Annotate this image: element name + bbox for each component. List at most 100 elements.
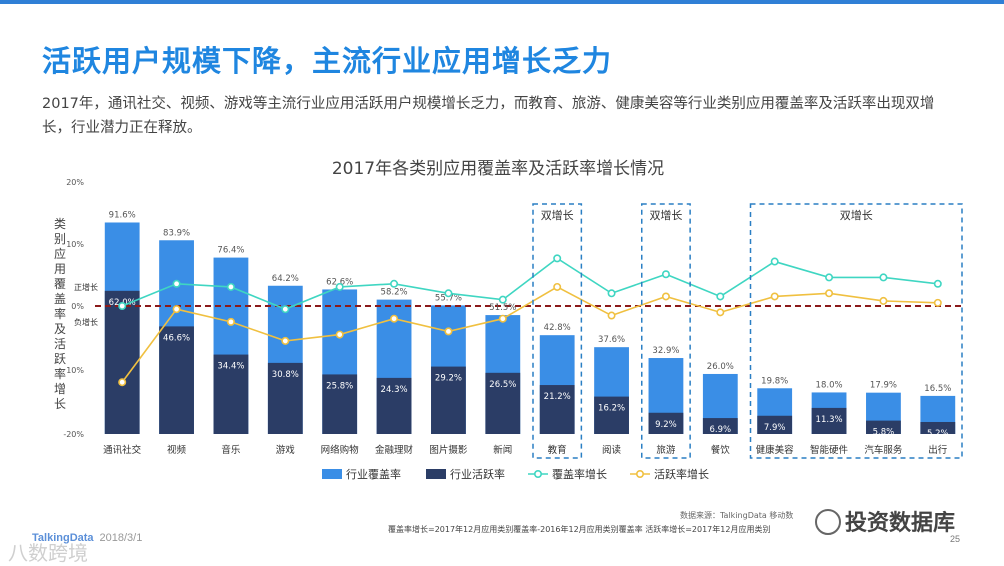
- y-tick-label: -20%: [63, 430, 84, 439]
- wechat-icon: [815, 509, 841, 535]
- x-category-label: 出行: [928, 444, 948, 456]
- coverage-growth-point: [879, 273, 888, 282]
- activity-value-label: 30.8%: [272, 370, 299, 380]
- x-category-label: 教育: [548, 444, 567, 456]
- coverage-growth-point: [498, 295, 507, 304]
- y-axis-title-char: 别: [54, 232, 66, 246]
- activity-value-label: 34.4%: [217, 362, 244, 372]
- activity-growth-point: [770, 292, 779, 301]
- activity-growth-point: [390, 314, 399, 323]
- y-tick-label: 0%: [71, 302, 84, 311]
- x-category-label: 图片摄影: [429, 444, 468, 456]
- activity-bar: [431, 366, 466, 434]
- coverage-value-label: 42.8%: [544, 323, 571, 333]
- x-category-label: 餐饮: [711, 444, 731, 456]
- activity-growth-point: [172, 305, 181, 314]
- activity-growth-point: [498, 314, 507, 323]
- x-category-label: 视频: [167, 444, 187, 456]
- coverage-value-label: 64.2%: [272, 274, 299, 284]
- coverage-value-label: 62.6%: [326, 277, 353, 287]
- coverage-growth-point: [444, 289, 453, 298]
- activity-value-label: 11.3%: [816, 415, 843, 425]
- x-category-label: 音乐: [221, 444, 241, 456]
- coverage-growth-point: [770, 257, 779, 266]
- activity-growth-line: [121, 286, 938, 383]
- legend-label: 行业覆盖率: [346, 467, 401, 481]
- zero-label-negative: 负增长: [74, 317, 98, 327]
- activity-bar: [539, 385, 575, 434]
- watermark-right: 投资数据库: [815, 505, 955, 537]
- legend-swatch: [426, 469, 446, 479]
- coverage-value-label: 55.7%: [435, 293, 462, 303]
- activity-value-label: 9.2%: [655, 420, 677, 430]
- x-category-label: 游戏: [276, 444, 296, 456]
- double-growth-box: [641, 203, 691, 459]
- y-axis-title-char: 类: [54, 217, 66, 231]
- x-category-label: 智能硬件: [810, 444, 849, 456]
- coverage-growth-point: [281, 305, 290, 314]
- y-axis-title-char: 跃: [54, 352, 66, 366]
- activity-value-label: 26.5%: [489, 380, 516, 390]
- y-axis-title-char: 及: [54, 322, 66, 336]
- coverage-value-label: 32.9%: [652, 346, 679, 356]
- legend-marker: [635, 469, 644, 478]
- legend-marker: [533, 469, 542, 478]
- legend-swatch: [322, 469, 342, 479]
- activity-value-label: 5.2%: [927, 429, 949, 439]
- watermark-left: 八数跨境: [8, 541, 88, 565]
- y-axis-title-char: 活: [54, 337, 66, 351]
- page-title: 活跃用户规模下降，主流行业应用增长乏力: [42, 44, 613, 78]
- y-axis-title-char: 增: [54, 382, 66, 396]
- formula-note: 覆盖率增长=2017年12月应用类别覆盖率-2016年12月应用类别覆盖率 活跃…: [388, 525, 771, 534]
- coverage-value-label: 51.5%: [489, 303, 516, 313]
- double-growth-label: 双增长: [649, 208, 682, 222]
- activity-bar: [376, 377, 412, 434]
- activity-value-label: 29.2%: [435, 374, 462, 384]
- activity-value-label: 25.8%: [326, 381, 353, 391]
- activity-bar: [159, 326, 194, 434]
- activity-growth-point: [607, 311, 616, 320]
- coverage-value-label: 18.0%: [816, 380, 843, 390]
- activity-bar: [702, 418, 738, 434]
- activity-growth-point: [716, 308, 725, 317]
- footer-date: 2018/3/1: [99, 532, 143, 544]
- coverage-value-label: 58.2%: [381, 288, 408, 298]
- chart-title: 2017年各类别应用覆盖率及活跃率增长情况: [332, 159, 664, 179]
- y-tick-label: 10%: [66, 240, 84, 249]
- activity-growth-point: [661, 292, 670, 301]
- x-category-label: 健康美容: [756, 444, 795, 456]
- activity-growth-point: [553, 282, 562, 291]
- coverage-value-label: 16.5%: [924, 384, 951, 394]
- activity-growth-point: [226, 317, 235, 326]
- coverage-growth-point: [226, 282, 235, 291]
- x-category-label: 阅读: [602, 444, 622, 456]
- y-tick-label: 20%: [66, 178, 84, 187]
- activity-bar: [485, 372, 521, 434]
- double-growth-box: [749, 203, 963, 459]
- activity-bar: [594, 396, 629, 434]
- x-category-label: 网络购物: [321, 444, 360, 456]
- coverage-growth-point: [607, 289, 616, 298]
- brand-logo-text: TalkingData: [32, 532, 94, 544]
- activity-value-label: 16.2%: [598, 404, 625, 414]
- x-category-label: 金融理财: [375, 444, 414, 456]
- legend-label: 行业活跃率: [450, 467, 505, 481]
- activity-bar: [322, 374, 358, 434]
- y-axis-title-char: 用: [54, 262, 66, 276]
- coverage-growth-point: [118, 301, 127, 310]
- activity-value-label: 46.6%: [163, 333, 190, 343]
- activity-growth-point: [281, 336, 290, 345]
- y-axis-title-char: 率: [54, 366, 66, 381]
- activity-growth-point: [825, 289, 834, 298]
- activity-value-label: 21.2%: [544, 392, 571, 402]
- coverage-value-label: 37.6%: [598, 335, 625, 345]
- top-accent-line: [0, 0, 1004, 4]
- y-axis-title-char: 率: [54, 306, 66, 321]
- coverage-growth-point: [335, 282, 344, 291]
- activity-bar: [648, 412, 684, 434]
- activity-bar: [811, 407, 847, 434]
- y-axis-title-char: 应: [54, 246, 66, 261]
- activity-bar: [757, 415, 793, 434]
- activity-growth-point: [118, 378, 127, 387]
- coverage-growth-point: [825, 273, 834, 282]
